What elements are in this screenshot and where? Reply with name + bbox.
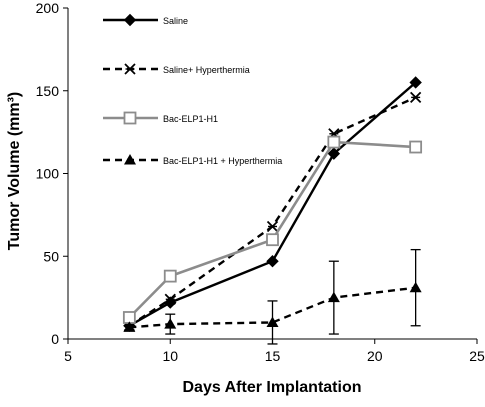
- legend: Saline Saline+ Hyperthermia Bac-ELP1-H1 Bac…: [103, 13, 282, 166]
- data-point: [327, 135, 341, 149]
- data-point: [122, 311, 136, 324]
- data-point: [164, 318, 177, 329]
- y-tick-label: 50: [43, 248, 59, 264]
- legend-entry-2: Bac-ELP1-H1: [103, 111, 218, 125]
- legend-marker: [123, 111, 137, 125]
- data-point: [123, 321, 136, 332]
- legend-marker: [124, 63, 136, 75]
- y-axis-title: Tumor Volume (mm³): [6, 92, 23, 251]
- x-axis-title: Days After Implantation: [183, 379, 362, 396]
- data-point: [266, 316, 279, 327]
- data-point: [266, 220, 279, 233]
- y-tick-label: 100: [36, 166, 60, 182]
- ticks-layer: 0 50 100 150 200 5 10 15 20 25: [36, 0, 485, 364]
- data-point: [266, 233, 279, 247]
- y-tick-label: 150: [36, 83, 60, 99]
- series-2: [122, 135, 423, 324]
- data-point: [327, 147, 341, 160]
- x-tick-label: 5: [64, 348, 72, 364]
- legend-marker: [124, 154, 136, 165]
- legend-entry-0: Saline: [103, 13, 188, 27]
- data-point: [409, 281, 422, 293]
- y-tick-label: 0: [51, 331, 59, 347]
- legend-entry-1: Saline+ Hyperthermia: [103, 63, 250, 75]
- legend-entry-3: Bac-ELP1-H1 + Hyperthermia: [103, 154, 282, 166]
- data-point: [409, 140, 423, 154]
- x-tick-label: 20: [367, 348, 383, 364]
- y-tick-label: 200: [36, 0, 60, 16]
- data-point: [163, 269, 177, 283]
- data-point: [410, 91, 422, 104]
- data-point: [327, 291, 340, 303]
- x-tick-label: 25: [469, 348, 485, 364]
- data-point: [164, 293, 176, 305]
- legend-label: Bac-ELP1-H1 + Hyperthermia: [163, 156, 282, 166]
- data-point: [266, 255, 279, 268]
- legend-label: Bac-ELP1-H1: [163, 114, 218, 124]
- x-tick-label: 15: [265, 348, 281, 364]
- series-1: [123, 91, 422, 332]
- x-tick-label: 10: [162, 348, 178, 364]
- data-point: [409, 76, 422, 89]
- legend-label: Saline: [163, 16, 188, 26]
- series-line: [129, 286, 416, 329]
- legend-label: Saline+ Hyperthermia: [163, 65, 250, 75]
- legend-marker: [123, 13, 137, 27]
- series-line: [128, 96, 417, 327]
- series-layer: [122, 76, 423, 345]
- series-3: [123, 248, 422, 345]
- series-line: [128, 140, 416, 319]
